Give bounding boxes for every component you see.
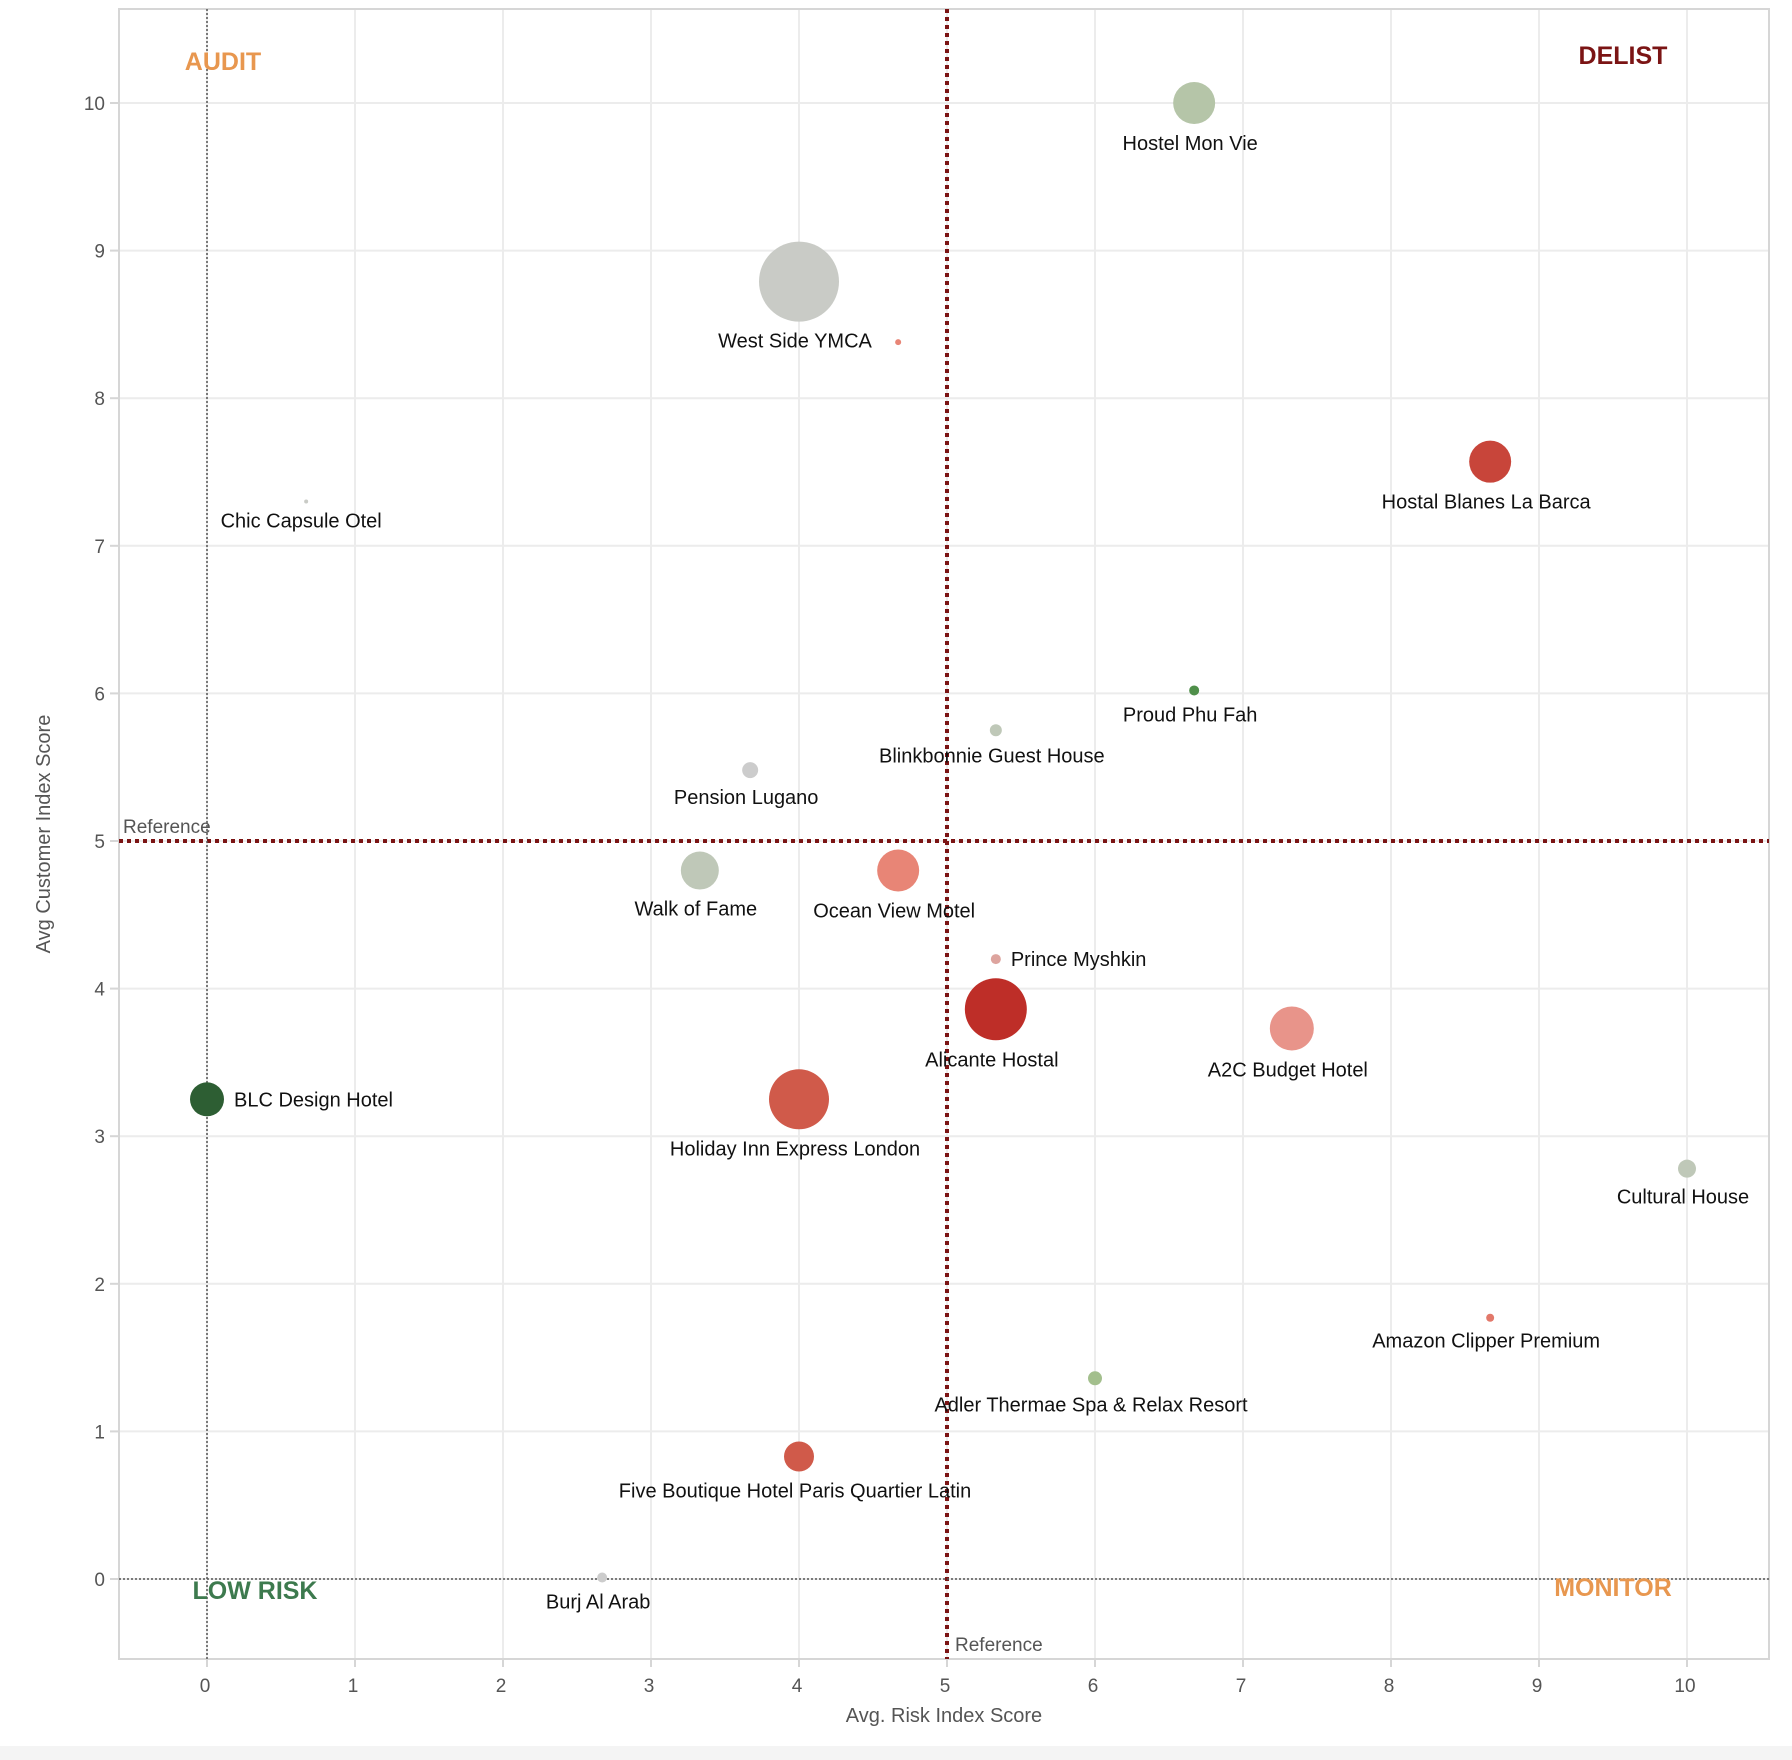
quadrant-labels: AUDIT DELIST LOW RISK MONITOR xyxy=(185,42,1672,1605)
bubble-label: Amazon Clipper Premium xyxy=(1372,1331,1600,1353)
bubble-label: Alicante Hostal xyxy=(925,1049,1058,1071)
quadrant-label-low-risk: LOW RISK xyxy=(193,1577,318,1605)
bubble-label: BLC Design Hotel xyxy=(234,1089,393,1111)
x-tick-label: 3 xyxy=(644,1676,655,1697)
y-axis-title: Avg Customer Index Score xyxy=(33,715,55,954)
bubble[interactable] xyxy=(1189,685,1200,696)
y-tick-label: 9 xyxy=(94,242,105,263)
bubble-label: West Side YMCA xyxy=(718,331,872,353)
bubble[interactable] xyxy=(1269,1006,1314,1051)
bubble[interactable] xyxy=(964,978,1027,1041)
quadrant-label-delist: DELIST xyxy=(1579,42,1668,70)
x-tick-label: 10 xyxy=(1674,1676,1695,1697)
point-labels: Hostel Mon Vie West Side YMCA Hostal Blane… xyxy=(221,133,1750,1614)
y-tick-label: 4 xyxy=(94,980,105,1001)
bubble[interactable] xyxy=(1486,1313,1495,1322)
quadrant-label-audit: AUDIT xyxy=(185,48,261,76)
y-tick-label: 2 xyxy=(94,1275,105,1296)
bubble[interactable] xyxy=(742,762,759,779)
quadrant-label-monitor: MONITOR xyxy=(1554,1574,1672,1602)
x-tick-label: 2 xyxy=(496,1676,507,1697)
footer-bar xyxy=(0,1746,1792,1760)
bubble[interactable] xyxy=(759,241,839,322)
bubble-label: Burj Al Arab xyxy=(546,1592,651,1614)
x-tick-label: 1 xyxy=(348,1676,359,1697)
axis-ticks: 0 1 2 3 4 5 6 7 8 9 10 0 1 2 3 4 5 6 7 8 9 10 xyxy=(84,94,1696,1697)
y-tick-label: 7 xyxy=(94,537,105,558)
bubble-label: Five Boutique Hotel Paris Quartier Latin xyxy=(619,1480,971,1502)
y-tick-label: 3 xyxy=(94,1127,105,1148)
y-tick-label: 5 xyxy=(94,832,105,853)
bubble[interactable] xyxy=(877,849,920,892)
reference-lines: Reference Reference xyxy=(119,9,1769,1659)
reference-label: Reference xyxy=(123,817,211,838)
bubble[interactable] xyxy=(989,724,1002,737)
bubbles xyxy=(190,82,1696,1583)
bubble-label: Holiday Inn Express London xyxy=(670,1138,920,1160)
bubble[interactable] xyxy=(895,339,902,346)
bubble[interactable] xyxy=(1173,82,1216,124)
bubble-label: Proud Phu Fah xyxy=(1123,704,1258,726)
x-axis-title: Avg. Risk Index Score xyxy=(846,1705,1042,1727)
bubble[interactable] xyxy=(1088,1371,1102,1386)
bubble-label: Chic Capsule Otel xyxy=(221,511,382,533)
bubble-label: Blinkbonnie Guest House xyxy=(879,745,1105,767)
y-tick-label: 10 xyxy=(84,94,105,115)
bubble-label: Hostal Blanes La Barca xyxy=(1382,492,1592,514)
bubble-label: Prince Myshkin xyxy=(1011,949,1147,971)
bubble-label: Cultural House xyxy=(1617,1187,1749,1209)
bubble[interactable] xyxy=(304,499,309,504)
bubble-label: Ocean View Motel xyxy=(813,901,975,923)
bubble-label: Adler Thermae Spa & Relax Resort xyxy=(934,1394,1248,1416)
x-tick-label: 5 xyxy=(940,1676,951,1697)
bubble[interactable] xyxy=(1678,1159,1696,1178)
bubble[interactable] xyxy=(597,1572,608,1583)
bubble[interactable] xyxy=(990,954,1001,965)
x-tick-label: 7 xyxy=(1236,1676,1247,1697)
bubble-label: A2C Budget Hotel xyxy=(1208,1059,1368,1081)
bubble[interactable] xyxy=(680,851,719,890)
x-tick-label: 9 xyxy=(1532,1676,1543,1697)
bubble[interactable] xyxy=(190,1082,224,1117)
y-tick-label: 1 xyxy=(94,1422,105,1443)
bubble-label: Pension Lugano xyxy=(674,787,819,809)
plot-frame xyxy=(118,8,1770,1660)
y-tick-label: 8 xyxy=(94,389,105,410)
bubble[interactable] xyxy=(1469,440,1512,483)
y-tick-label: 6 xyxy=(94,684,105,705)
bubble[interactable] xyxy=(769,1069,829,1130)
reference-label: Reference xyxy=(955,1635,1043,1656)
y-tick-label: 0 xyxy=(94,1570,105,1591)
x-tick-label: 4 xyxy=(792,1676,803,1697)
bubble-label: Hostel Mon Vie xyxy=(1123,133,1258,155)
x-tick-label: 6 xyxy=(1088,1676,1099,1697)
bubble[interactable] xyxy=(784,1441,814,1472)
x-tick-label: 0 xyxy=(200,1676,211,1697)
x-tick-label: 8 xyxy=(1384,1676,1395,1697)
bubble-label: Walk of Fame xyxy=(635,899,758,921)
